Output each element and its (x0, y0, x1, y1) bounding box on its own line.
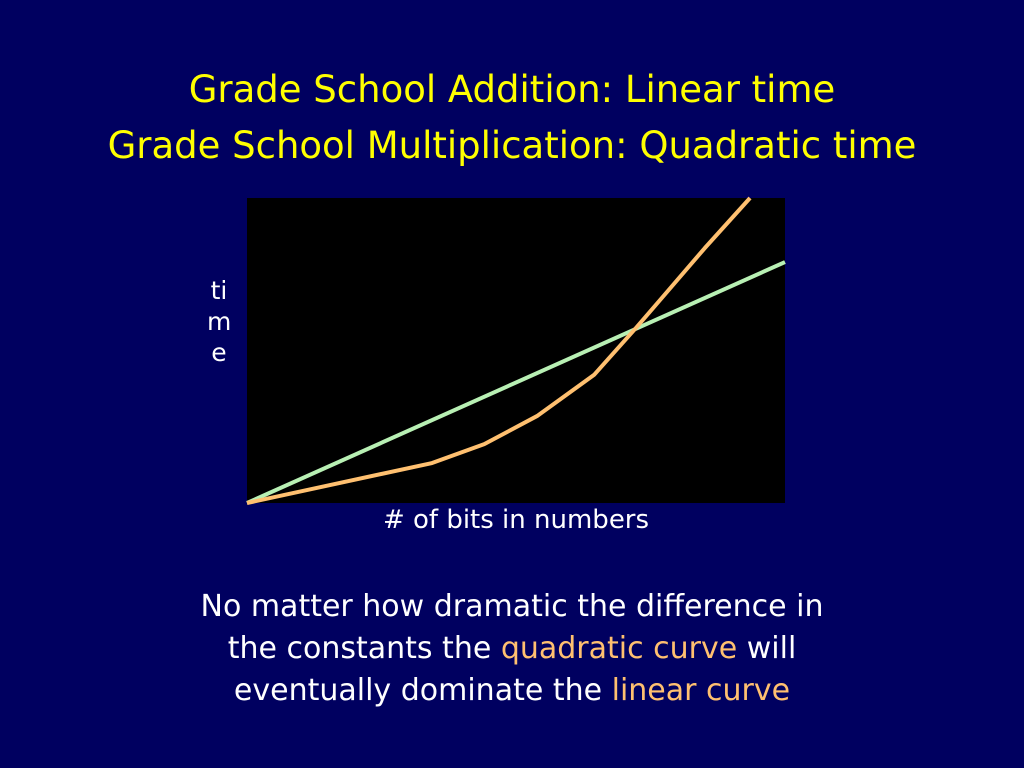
highlight-text: linear curve (611, 673, 791, 708)
text: the constants the (227, 631, 501, 666)
text: No matter how dramatic the difference in (200, 589, 824, 624)
title-line: Grade School Multiplication: Quadratic t… (107, 124, 917, 167)
highlight-text: quadratic curve (500, 631, 738, 666)
title: Grade School Addition: Linear time Grade… (0, 62, 1024, 174)
body-line: the constants the quadratic curve will (0, 628, 1024, 670)
body-line: eventually dominate the linear curve (0, 670, 1024, 712)
text: eventually dominate the (233, 673, 612, 708)
title-line: Grade School Addition: Linear time (188, 68, 836, 111)
body-text: No matter how dramatic the difference in… (0, 586, 1024, 712)
text: will (737, 631, 797, 666)
plot-area (247, 198, 785, 503)
body-line: No matter how dramatic the difference in (0, 586, 1024, 628)
chart (246, 196, 786, 505)
series-line (246, 196, 752, 505)
x-axis-label: # of bits in numbers (382, 505, 650, 535)
y-axis-label: time (207, 276, 232, 367)
series-line (246, 260, 786, 505)
